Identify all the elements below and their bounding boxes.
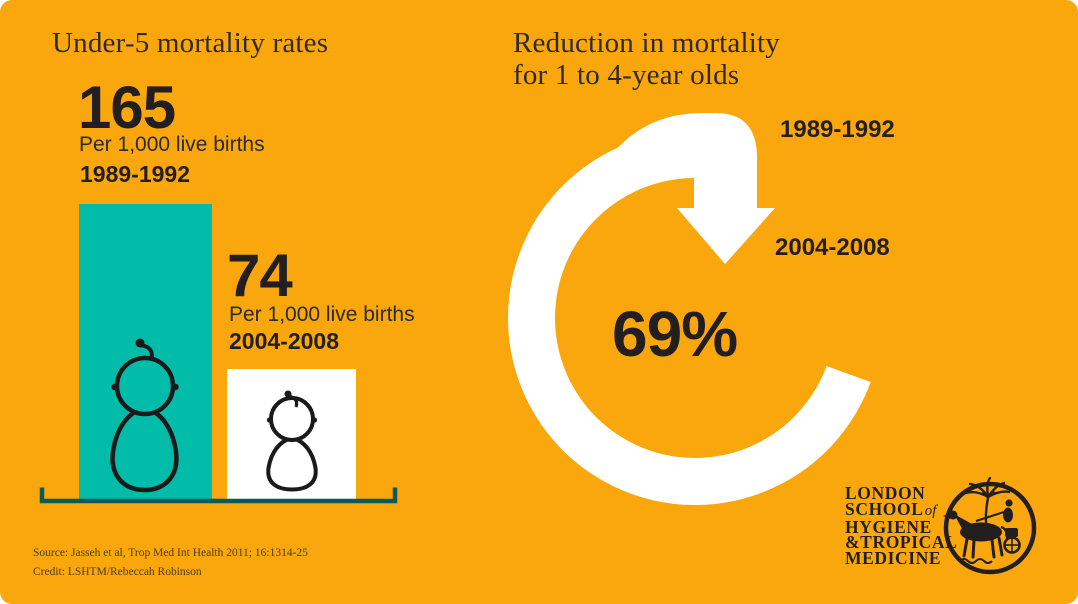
arrow-label-to: 2004-2008 <box>775 234 890 261</box>
logo-of: of <box>924 502 937 519</box>
logo-line-3: HYGIENE <box>845 516 932 537</box>
logo-line-1: LONDON <box>845 483 926 503</box>
credit-note: Credit: LSHTM/Rebeccah Robinson <box>33 566 202 578</box>
reduction-percentage: 69% <box>612 298 738 370</box>
value-2004: 74 <box>227 242 293 309</box>
source-note: Source: Jasseh et al, Trop Med Int Healt… <box>33 547 308 559</box>
period-2004: 2004-2008 <box>229 328 339 354</box>
right-chart-title-line2: for 1 to 4-year olds <box>513 59 740 91</box>
lshtm-wordmark: LONDON SCHOOL of HYGIENE &TROPICAL MEDIC… <box>845 483 958 569</box>
bar-1989-1992 <box>79 204 212 500</box>
logo-line-2: SCHOOL of <box>845 498 937 519</box>
arrow-label-from: 1989-1992 <box>780 116 895 143</box>
period-1989: 1989-1992 <box>80 161 190 187</box>
value-1989: 165 <box>78 74 176 141</box>
bar-2004-2008 <box>227 369 356 500</box>
logo-line-4: &TROPICAL <box>845 532 958 553</box>
right-chart-title-line1: Reduction in mortality <box>513 27 780 59</box>
logo-line-5: MEDICINE <box>845 548 942 569</box>
unit-1989: Per 1,000 live births <box>79 133 265 156</box>
unit-2004: Per 1,000 live births <box>229 303 415 326</box>
left-chart-title: Under-5 mortality rates <box>52 27 329 59</box>
